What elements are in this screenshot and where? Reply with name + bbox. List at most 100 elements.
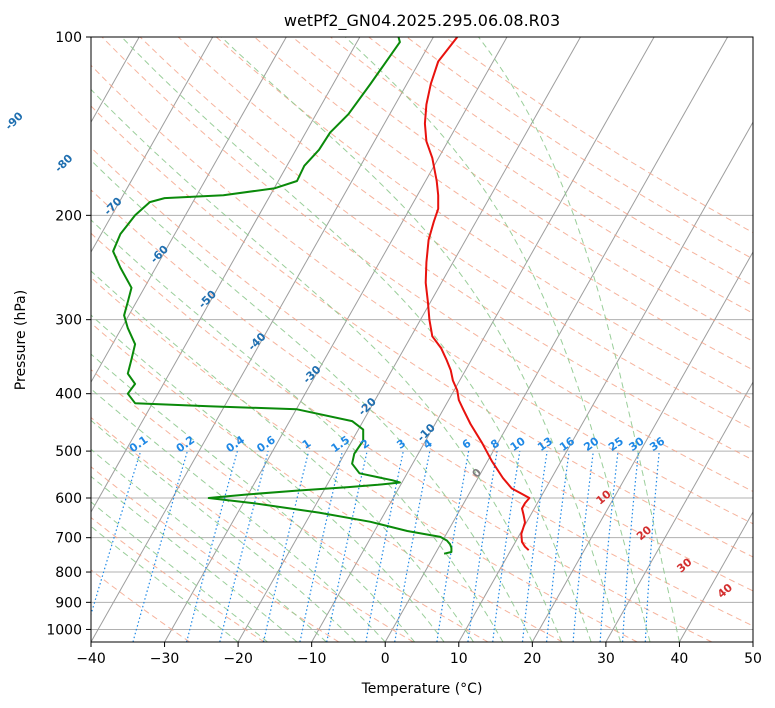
- plot-frame: [90, 36, 754, 643]
- y-tick-label: 200: [55, 208, 82, 224]
- dry-adiabat-label: 40: [715, 581, 735, 601]
- mixing-ratio-line: [326, 450, 368, 642]
- mixing-ratio-line: [394, 450, 431, 642]
- moist-adiabat-line: [91, 448, 327, 642]
- y-tick-label: 300: [55, 313, 82, 329]
- dry-adiabat-lines: [91, 37, 753, 642]
- chart-title: wetPf2_GN04.2025.295.06.08.R03: [284, 11, 560, 31]
- mixing-ratio-label: 3: [394, 437, 408, 452]
- moist-adiabat-line: [344, 37, 651, 642]
- isotherm-line: [531, 251, 753, 642]
- dry-adiabat-line: [215, 37, 753, 400]
- moist-adiabat-line: [220, 37, 622, 642]
- sounding-profiles: [112, 37, 531, 555]
- mixing-ratio-line: [572, 451, 594, 642]
- dry-adiabat-line: [91, 64, 753, 525]
- dry-adiabat-line: [91, 516, 265, 642]
- isotherm-line: [678, 510, 753, 642]
- moist-adiabat-line: [91, 88, 563, 642]
- x-tick-label: 0: [381, 651, 390, 667]
- dry-adiabat-label: 20: [634, 523, 654, 543]
- y-tick-label: 800: [55, 565, 82, 581]
- y-tick-label: 900: [55, 595, 82, 611]
- isotherm-line: [164, 37, 508, 642]
- dry-adiabat-line: [91, 368, 489, 642]
- x-tick-label: 10: [450, 651, 468, 667]
- dry-adiabat-line: [254, 37, 753, 371]
- line-labels: 0.10.20.40.611.52346810131620253036-100-…: [3, 109, 736, 601]
- isotherm-line: [605, 381, 753, 642]
- moist-adiabat-line: [91, 219, 504, 642]
- isotherm-line: [91, 37, 434, 642]
- mixing-ratio-line: [644, 451, 660, 642]
- mixing-ratio-label: 1.5: [329, 433, 352, 455]
- x-tick-label: −30: [150, 651, 180, 667]
- temperature-profile-line: [423, 37, 531, 551]
- x-tick-label: 40: [671, 651, 689, 667]
- isotherm-line: [458, 121, 753, 642]
- isotherm-label: -80: [52, 152, 75, 175]
- y-axis-title: Pressure (hPa): [13, 290, 29, 390]
- isotherm-line: [91, 37, 214, 254]
- mixing-ratio-line: [186, 450, 238, 642]
- isotherm-line: [91, 37, 287, 384]
- dry-adiabat-line: [91, 569, 190, 642]
- moist-adiabat-line: [121, 37, 592, 642]
- moist-adiabat-line: [91, 388, 386, 642]
- pressure-gridlines: [91, 37, 753, 630]
- mixing-ratio-line: [262, 450, 310, 642]
- dry-adiabat-line: [139, 37, 753, 461]
- y-axis-ticks: 1000 900 800 700 600 500 400 300 200 100: [46, 30, 91, 638]
- mixing-ratio-label: 1: [300, 437, 314, 452]
- x-axis-ticks: −40 −30 −20 −10 0 10 20 30 40 50: [76, 642, 762, 667]
- dry-adiabat-line: [330, 37, 753, 314]
- x-tick-label: −10: [297, 651, 327, 667]
- x-tick-label: 50: [744, 651, 762, 667]
- mixing-ratio-lines: [91, 450, 660, 642]
- moist-adiabat-line: [91, 419, 357, 642]
- moist-adiabat-line: [91, 159, 533, 642]
- dry-adiabat-line: [91, 416, 414, 642]
- mixing-ratio-line: [521, 451, 548, 642]
- isotherm-line: [91, 37, 361, 513]
- x-tick-label: −40: [76, 651, 106, 667]
- moist-adiabat-line: [478, 37, 680, 642]
- mixing-ratio-line: [132, 450, 188, 642]
- dry-adiabat-line: [91, 466, 340, 642]
- dry-adiabat-line: [91, 322, 563, 642]
- x-tick-label: 30: [597, 651, 615, 667]
- dry-adiabat-line: [368, 37, 753, 287]
- moist-adiabat-line: [91, 314, 445, 642]
- mixing-ratio-line: [219, 450, 269, 642]
- moist-adiabat-line: [91, 353, 415, 642]
- dry-adiabat-line: [91, 146, 753, 592]
- dry-adiabat-line: [177, 37, 753, 430]
- mixing-ratio-line: [467, 451, 498, 642]
- moist-adiabat-lines: [91, 37, 680, 642]
- dry-adiabat-line: [91, 105, 753, 558]
- mixing-ratio-label: 0.1: [127, 433, 150, 455]
- dry-adiabat-line: [406, 37, 753, 260]
- y-tick-label: 100: [55, 30, 82, 46]
- x-tick-label: 20: [523, 651, 541, 667]
- isotherm-line: [384, 37, 729, 642]
- moist-adiabat-line: [91, 270, 474, 642]
- y-tick-label: 700: [55, 531, 82, 547]
- mixing-ratio-line: [436, 450, 470, 642]
- dry-adiabat-line: [101, 37, 753, 493]
- isotherm-label: -90: [3, 109, 26, 132]
- dry-adiabat-line: [444, 37, 753, 234]
- mixing-ratio-line: [546, 451, 570, 642]
- y-tick-label: 1000: [46, 622, 82, 638]
- y-tick-label: 600: [55, 491, 82, 507]
- mixing-ratio-line: [492, 451, 521, 642]
- dewpoint-profile-line: [112, 37, 453, 555]
- dry-adiabat-line: [91, 189, 753, 627]
- isotherm-label: 0: [470, 466, 485, 481]
- mixing-ratio-line: [622, 451, 640, 642]
- x-axis-title: Temperature (°C): [361, 681, 483, 697]
- y-tick-label: 400: [55, 387, 82, 403]
- mixing-ratio-label: 6: [460, 437, 474, 452]
- mixing-ratio-label: 2: [358, 437, 372, 452]
